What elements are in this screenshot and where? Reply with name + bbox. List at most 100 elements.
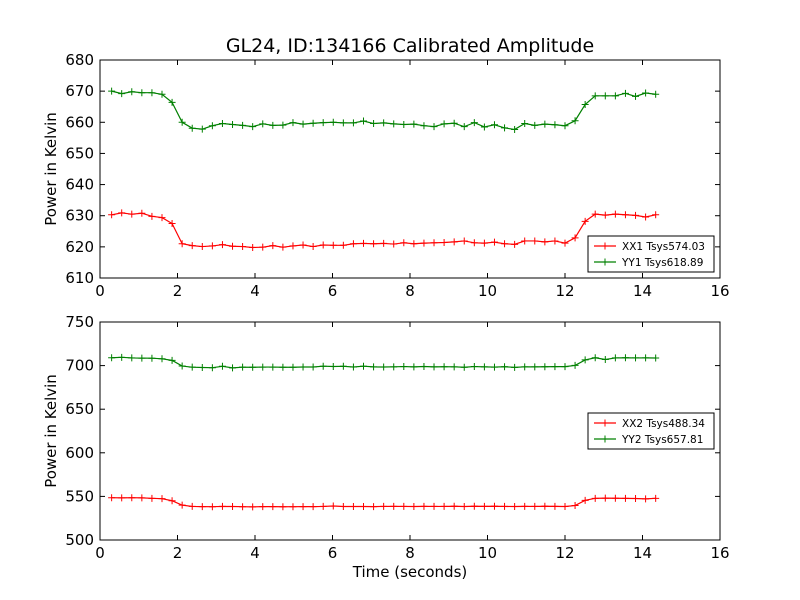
data-point-marker bbox=[299, 503, 307, 511]
data-point-marker bbox=[158, 355, 166, 363]
data-point-marker bbox=[460, 363, 468, 371]
data-point-marker bbox=[329, 362, 337, 370]
data-point-marker bbox=[501, 502, 509, 510]
data-point-marker bbox=[571, 234, 579, 242]
data-point-marker bbox=[551, 121, 559, 129]
data-point-marker bbox=[450, 363, 458, 371]
data-point-marker bbox=[158, 495, 166, 503]
data-point-marker bbox=[360, 503, 367, 511]
data-point-marker bbox=[581, 356, 589, 364]
data-point-marker bbox=[531, 502, 539, 510]
data-point-marker bbox=[521, 237, 529, 245]
data-point-marker bbox=[410, 363, 418, 371]
data-point-marker bbox=[208, 364, 216, 372]
data-point-marker bbox=[521, 363, 529, 371]
data-point-marker bbox=[632, 211, 640, 219]
data-point-marker bbox=[470, 239, 478, 247]
plot-frame bbox=[99, 321, 721, 541]
data-point-marker bbox=[611, 210, 619, 218]
data-point-marker bbox=[349, 119, 357, 127]
data-point-marker bbox=[531, 237, 539, 245]
data-point-marker bbox=[642, 495, 650, 503]
data-point-marker bbox=[259, 503, 267, 511]
legend-marker bbox=[601, 419, 609, 427]
data-point-marker bbox=[611, 92, 619, 100]
data-point-marker bbox=[652, 494, 660, 502]
data-point-marker bbox=[168, 356, 176, 364]
data-point-marker bbox=[279, 121, 287, 129]
data-point-marker bbox=[611, 354, 619, 362]
data-point-marker bbox=[642, 89, 650, 97]
data-point-marker bbox=[420, 122, 428, 130]
legend-marker bbox=[601, 242, 609, 250]
y-tick-label: 650 bbox=[65, 400, 94, 418]
data-point-marker bbox=[269, 242, 277, 250]
data-point-marker bbox=[621, 494, 629, 502]
data-point-marker bbox=[591, 494, 599, 502]
data-point-marker bbox=[249, 503, 257, 511]
y-tick-label: 640 bbox=[65, 176, 94, 194]
data-point-marker bbox=[400, 363, 408, 371]
data-point-marker bbox=[410, 120, 418, 128]
data-point-marker bbox=[138, 494, 146, 502]
data-point-marker bbox=[541, 238, 549, 246]
data-point-marker bbox=[299, 241, 307, 249]
data-point-marker bbox=[501, 240, 509, 248]
x-tick-label: 6 bbox=[328, 544, 338, 562]
data-point-marker bbox=[642, 213, 650, 221]
data-point-marker bbox=[652, 211, 660, 219]
data-point-marker bbox=[178, 118, 186, 126]
data-point-marker bbox=[349, 363, 357, 371]
data-point-marker bbox=[249, 363, 257, 371]
data-point-marker bbox=[611, 494, 619, 502]
data-point-marker bbox=[148, 354, 156, 362]
y-tick-label: 620 bbox=[65, 238, 94, 256]
data-point-marker bbox=[178, 362, 186, 370]
data-point-marker bbox=[239, 121, 247, 129]
data-point-marker bbox=[470, 119, 478, 127]
data-point-marker bbox=[218, 502, 226, 510]
data-point-marker bbox=[450, 502, 458, 510]
data-point-marker bbox=[138, 209, 146, 217]
x-tick-label: 0 bbox=[95, 544, 105, 562]
x-tick-label: 10 bbox=[478, 544, 497, 562]
data-point-marker bbox=[480, 363, 488, 371]
data-point-marker bbox=[360, 362, 367, 370]
data-point-marker bbox=[601, 355, 609, 363]
data-point-marker bbox=[178, 240, 186, 248]
data-point-marker bbox=[460, 237, 468, 245]
y-tick-label: 500 bbox=[65, 531, 94, 549]
data-point-marker bbox=[390, 502, 398, 510]
data-point-marker bbox=[309, 119, 317, 127]
data-point-marker bbox=[188, 242, 196, 250]
data-point-marker bbox=[108, 211, 116, 219]
data-point-marker bbox=[198, 243, 206, 251]
data-point-marker bbox=[470, 363, 478, 371]
data-point-marker bbox=[400, 120, 408, 128]
data-point-marker bbox=[490, 363, 498, 371]
data-point-marker bbox=[229, 503, 237, 511]
x-tick-label: 8 bbox=[405, 282, 415, 300]
top-panel: 0 2 4 6 8 10 12 14 16 610 620 630 640 650 660 670 680 XX1… bbox=[65, 51, 729, 300]
x-tick-label: 12 bbox=[555, 544, 574, 562]
data-point-marker bbox=[490, 502, 498, 510]
data-point-marker bbox=[410, 503, 418, 511]
y-tick-label: 600 bbox=[65, 444, 94, 462]
data-point-marker bbox=[108, 354, 116, 362]
plot-frame bbox=[99, 59, 721, 279]
legend-marker bbox=[601, 258, 609, 266]
data-point-marker bbox=[521, 502, 529, 510]
data-point-marker bbox=[480, 239, 488, 247]
data-point-marker bbox=[440, 120, 448, 128]
x-tick-label: 16 bbox=[710, 544, 729, 562]
data-point-marker bbox=[128, 354, 136, 362]
data-point-marker bbox=[460, 123, 468, 131]
data-point-marker bbox=[329, 241, 337, 249]
data-point-marker bbox=[108, 494, 116, 502]
data-point-marker bbox=[178, 501, 186, 509]
x-tick-label: 12 bbox=[555, 282, 574, 300]
data-point-marker bbox=[420, 502, 428, 510]
x-tick-label: 8 bbox=[405, 544, 415, 562]
data-point-marker bbox=[561, 503, 569, 511]
